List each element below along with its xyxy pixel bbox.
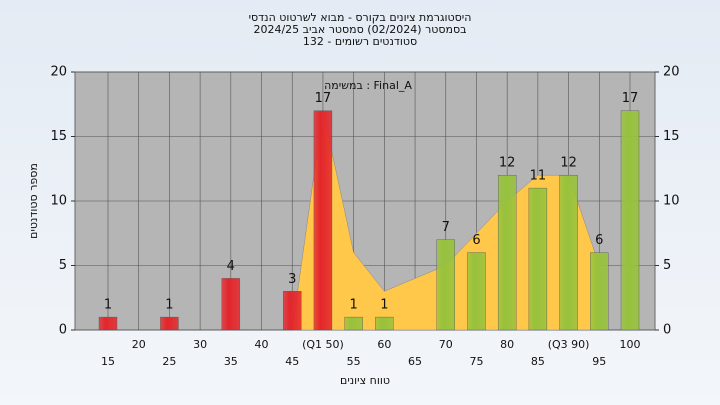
y-tick-label: 15 xyxy=(50,129,67,144)
data-label: 7 xyxy=(442,220,450,235)
data-label: 6 xyxy=(472,233,480,248)
bar xyxy=(467,252,486,331)
data-label: 1 xyxy=(165,298,173,313)
x-tick-label: 35 xyxy=(224,355,238,368)
chart-title: היסטוגרמת ציונים בקורס - מבוא לשרטוט הנד… xyxy=(249,11,472,24)
y2-tick-label: 5 xyxy=(663,258,671,273)
y-tick-label: 20 xyxy=(50,65,67,80)
x-tick-label: 25 xyxy=(162,355,176,368)
y2-tick-label: 20 xyxy=(663,65,680,80)
x-tick-label: 85 xyxy=(531,355,545,368)
data-label: 1 xyxy=(104,298,112,313)
data-label: 4 xyxy=(227,259,235,274)
y2-tick-label: 15 xyxy=(663,129,680,144)
data-label: 17 xyxy=(622,91,639,106)
chart-subtitle: סטודנטים רשומים - 132 xyxy=(303,35,417,48)
data-label: 3 xyxy=(288,272,296,287)
y2-tick-label: 10 xyxy=(663,194,680,209)
bar xyxy=(221,278,241,331)
data-label: 6 xyxy=(595,233,603,248)
x-tick-label: 70 xyxy=(439,338,453,351)
y-tick-label: 10 xyxy=(50,194,67,209)
x-tick-label: 100 xyxy=(620,338,641,351)
x-tick-label: 60 xyxy=(377,338,391,351)
x-tick-label: 75 xyxy=(469,355,483,368)
x-tick-label: 65 xyxy=(408,355,422,368)
y-tick-label: 5 xyxy=(59,258,67,273)
x-tick-label: (Q3 90) xyxy=(548,338,590,351)
data-label: 17 xyxy=(315,91,332,106)
chart-subtitle: בסמסטר (02/2024) סמסטר אביב 2024/25 xyxy=(253,23,466,36)
x-tick-label: 55 xyxy=(347,355,361,368)
y-axis-label: מספר סטודנטים xyxy=(27,163,40,239)
x-tick-label: 40 xyxy=(255,338,269,351)
bar xyxy=(160,316,179,331)
x-tick-label: 20 xyxy=(132,338,146,351)
data-label: 11 xyxy=(530,169,547,184)
x-tick-label: 15 xyxy=(101,355,115,368)
x-tick-label: 80 xyxy=(500,338,514,351)
annotation: במשימה : Final_A xyxy=(324,79,412,92)
data-label: 1 xyxy=(380,298,388,313)
x-tick-label: 95 xyxy=(592,355,606,368)
bar xyxy=(559,174,578,331)
x-axis-label: טווח ציונים xyxy=(340,374,390,387)
x-tick-label: 30 xyxy=(193,338,207,351)
x-tick-label: 45 xyxy=(285,355,299,368)
data-label: 1 xyxy=(350,298,358,313)
bar xyxy=(436,239,455,331)
bar xyxy=(497,174,517,331)
bar xyxy=(590,252,609,331)
y2-tick-label: 0 xyxy=(663,323,671,338)
data-label: 12 xyxy=(560,156,577,171)
bar xyxy=(313,110,333,331)
bar xyxy=(375,316,394,331)
bar xyxy=(528,187,548,331)
y-tick-label: 0 xyxy=(59,323,67,338)
data-label: 12 xyxy=(499,156,516,171)
bar xyxy=(344,316,363,331)
x-tick-label: (Q1 50) xyxy=(302,338,344,351)
bar xyxy=(620,110,640,331)
bar xyxy=(98,316,118,331)
bar xyxy=(283,291,302,331)
